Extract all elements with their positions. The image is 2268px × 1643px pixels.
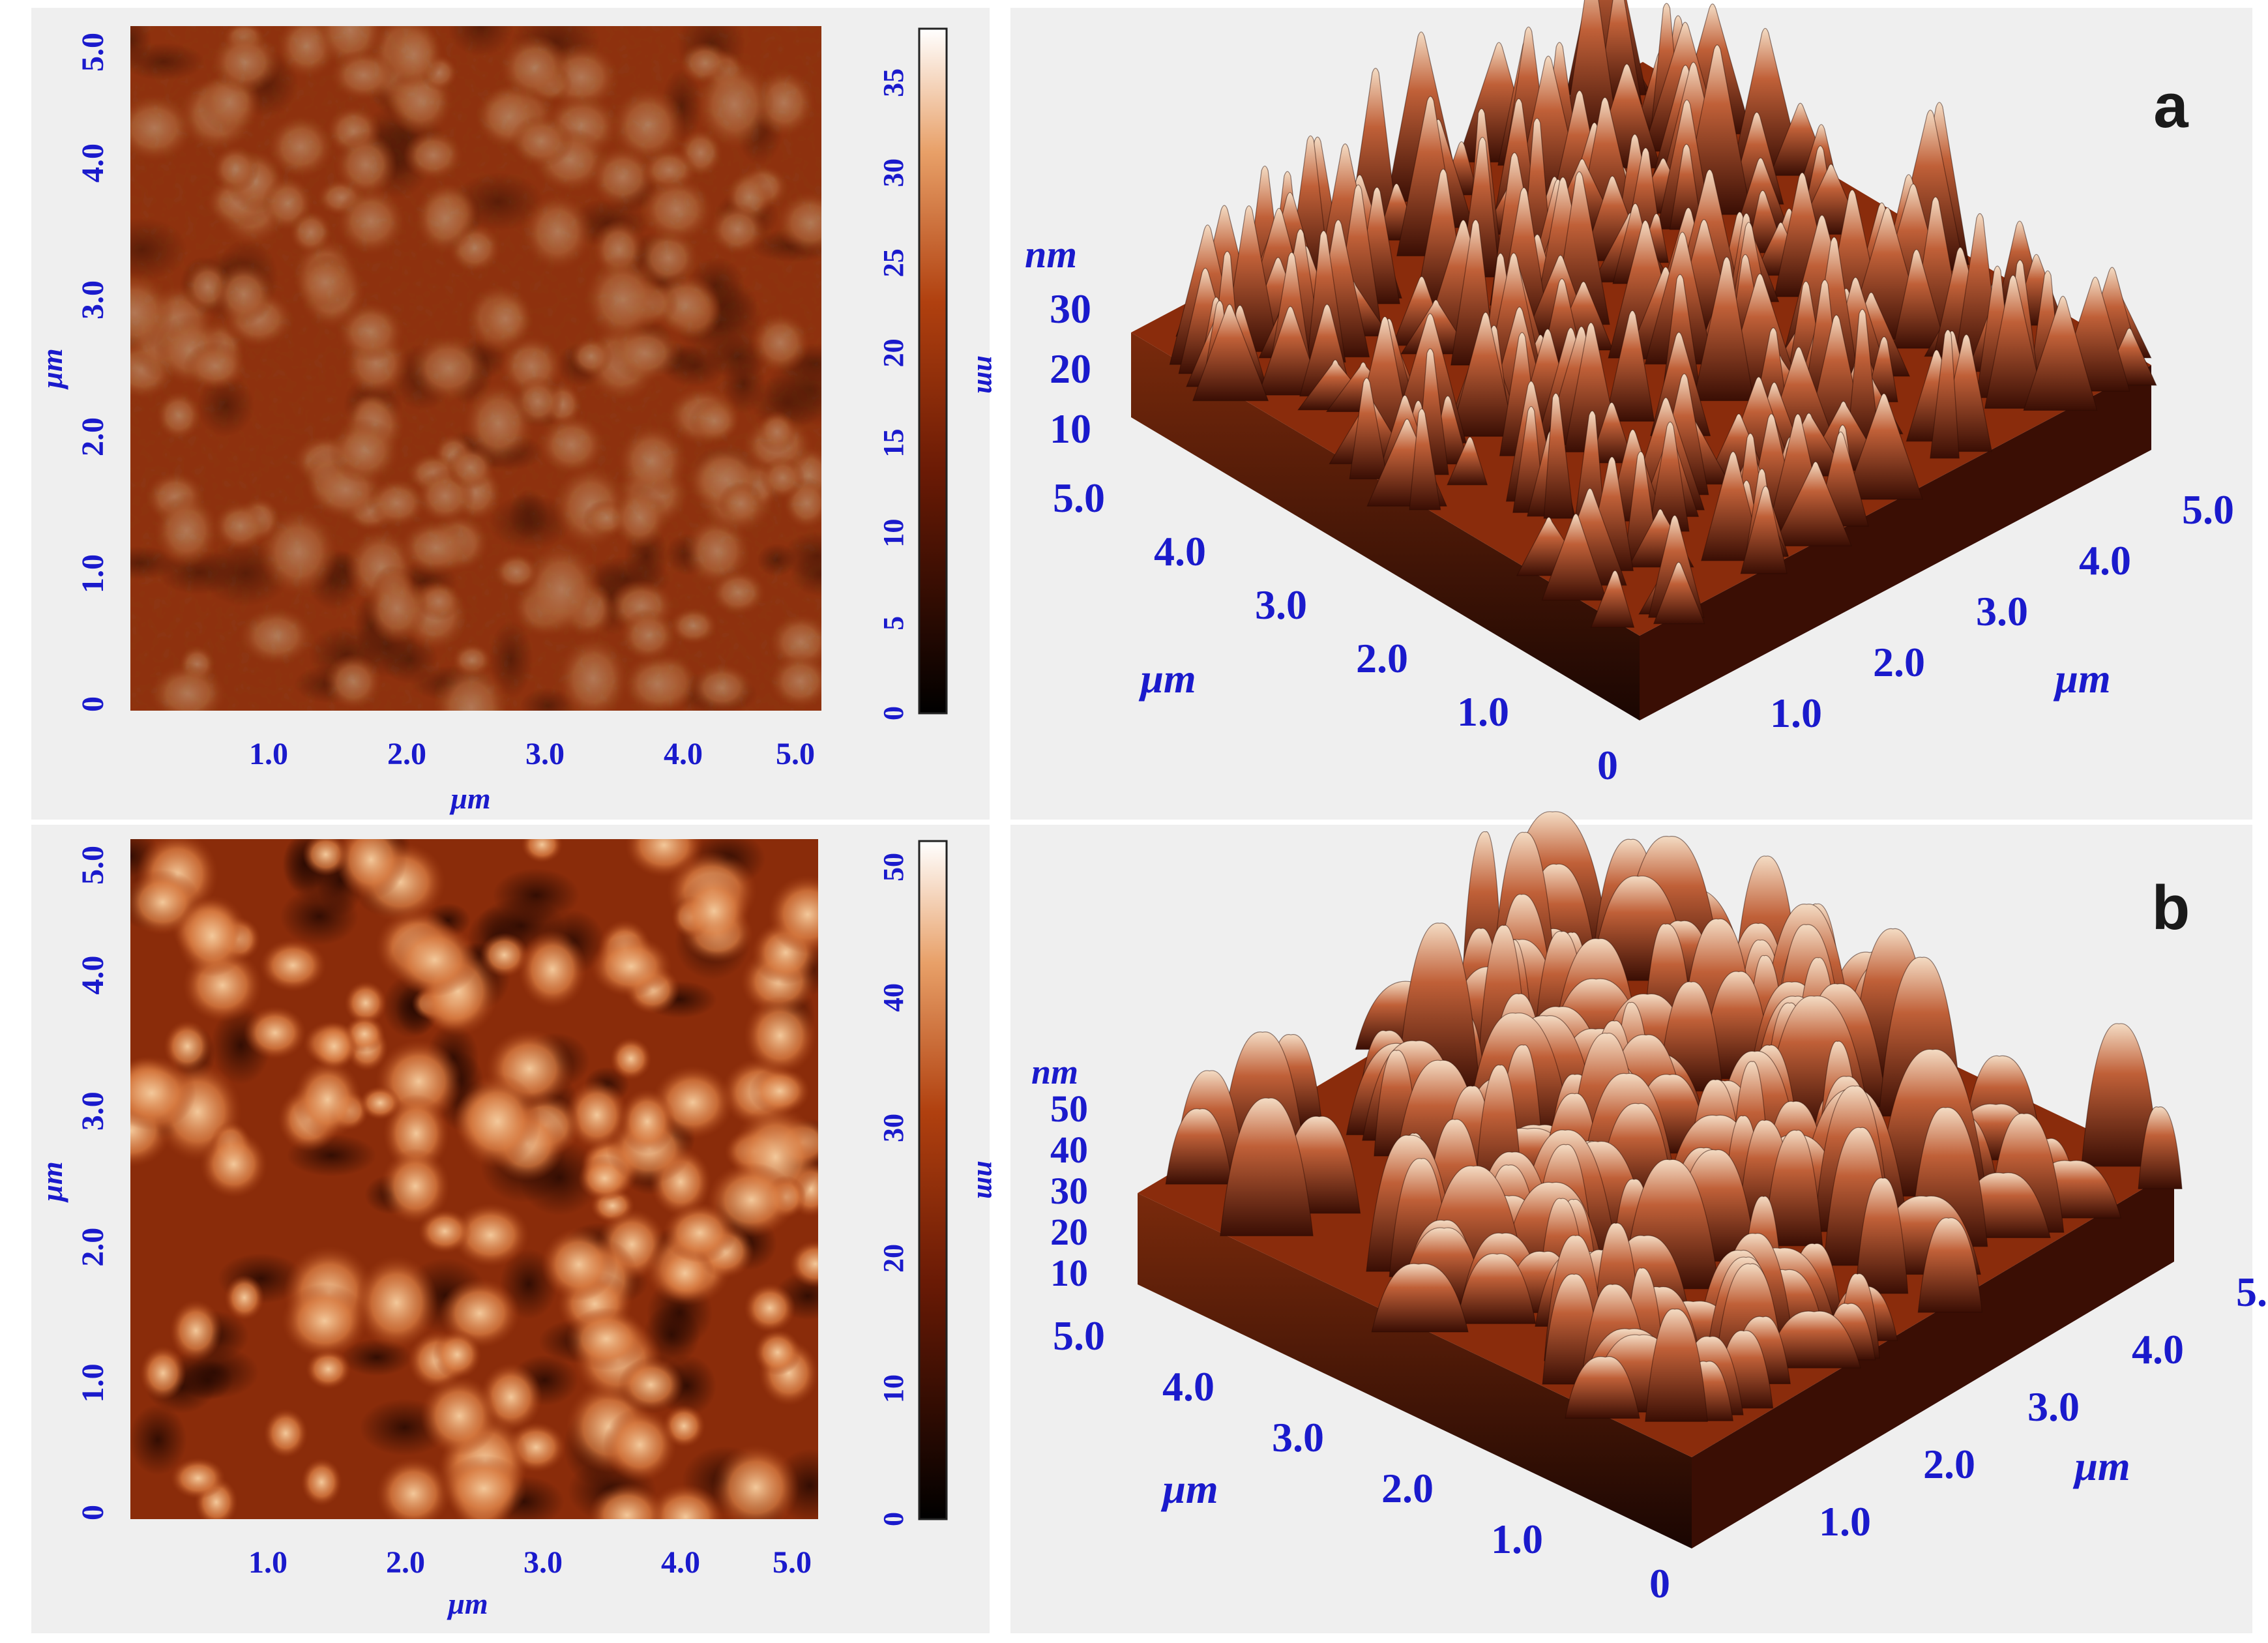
colorbar-tick-label: 30 [877, 158, 909, 187]
x-tick-label: 2.0 [386, 1545, 425, 1580]
z-tick-label: 10 [1050, 406, 1091, 452]
panel-b-colorbar [918, 840, 948, 1520]
y-tick-label: 0 [76, 1505, 110, 1520]
panel-a-3d-surface [1131, 0, 2157, 720]
y-tick-label: 1.0 [76, 1363, 110, 1402]
colorbar-tick-label: 10 [877, 519, 909, 548]
panel-a-colorbar [918, 27, 948, 715]
panel-b-3d-surface [1138, 811, 2183, 1548]
panel-a-3d-left-axis: 5.0 4.0 3.0 2.0 1.0 [1053, 475, 1509, 735]
left-tick-label: 5.0 [1053, 475, 1105, 521]
left-tick-label: 5.0 [1053, 1312, 1105, 1359]
x-tick-label: 2.0 [387, 737, 426, 771]
panel-b-colorbar-ticks: 0 10 20 30 40 50 [877, 853, 909, 1526]
panel-a-label: a [2153, 71, 2188, 141]
colorbar-tick-label: 0 [877, 706, 909, 720]
panel-a-3d-left-unit: μm [1138, 655, 1196, 702]
right-tick-label: 3.0 [1976, 588, 2028, 634]
left-tick-label: 3.0 [1255, 582, 1307, 628]
y-tick-label: 5.0 [76, 33, 110, 72]
colorbar-tick-label: 50 [877, 853, 909, 881]
panel-a-height-map [130, 26, 821, 711]
right-tick-label: 2.0 [1923, 1441, 1975, 1487]
right-tick-label: 4.0 [2132, 1326, 2184, 1372]
x-tick-label: 1.0 [248, 1545, 287, 1580]
y-tick-label: 2.0 [76, 1228, 110, 1267]
right-tick-label: 3.0 [2027, 1384, 2080, 1430]
panel-b-height-map [130, 839, 818, 1519]
right-tick-label: 5.0 [2236, 1269, 2268, 1315]
colorbar-tick-label: 15 [877, 429, 909, 458]
z-tick-label: 50 [1050, 1088, 1088, 1130]
colorbar-tick-label: 35 [877, 68, 909, 97]
left-tick-label: 2.0 [1356, 635, 1408, 681]
left-tick-label: 4.0 [1162, 1363, 1215, 1410]
panel-b-3d-right-unit: μm [2072, 1443, 2130, 1489]
colorbar-tick-label: 5 [877, 616, 909, 630]
colorbar-tick-label: 0 [877, 1512, 909, 1526]
x-tick-label: 3.0 [525, 737, 565, 771]
panel-b-3d-left-unit: μm [1160, 1466, 1218, 1512]
z-tick-label: 20 [1050, 346, 1091, 392]
left-tick-label: 2.0 [1381, 1465, 1434, 1511]
panel-a-3d-right-unit: μm [2053, 655, 2110, 702]
z-tick-label: 40 [1050, 1129, 1088, 1171]
left-tick-label: 1.0 [1457, 688, 1509, 735]
y-tick-label: 5.0 [76, 846, 110, 885]
panel-b-label: b [2152, 873, 2190, 943]
panel-b-2d-y-axis: 0 1.0 2.0 3.0 4.0 5.0 [76, 846, 110, 1520]
colorbar-tick-label: 30 [877, 1114, 909, 1142]
panel-b-2d-y-unit: μm [35, 1161, 68, 1202]
panel-a-2d-x-unit: μm [449, 782, 490, 815]
colorbar-tick-label: 20 [877, 1244, 909, 1273]
panel-a-2d-y-unit: μm [35, 348, 68, 389]
right-tick-label: 1.0 [1770, 690, 1822, 736]
right-tick-label: 1.0 [1819, 1498, 1871, 1545]
y-tick-label: 4.0 [76, 956, 110, 995]
left-tick-label: 1.0 [1491, 1516, 1543, 1562]
y-tick-label: 4.0 [76, 143, 110, 183]
x-tick-label: 4.0 [661, 1545, 700, 1580]
z-tick-label: 20 [1050, 1211, 1088, 1253]
z-tick-label: 30 [1050, 286, 1091, 332]
panel-a-3d-right-axis: 1.0 2.0 3.0 4.0 5.0 [1770, 486, 2234, 736]
panel-a-2d-y-axis: 0 1.0 2.0 3.0 4.0 5.0 [76, 33, 110, 712]
left-tick-label: 4.0 [1154, 528, 1206, 574]
x-tick-label: 5.0 [776, 737, 815, 771]
panel-b-3d-z-unit: nm [1031, 1052, 1078, 1091]
z-tick-label: 30 [1050, 1170, 1088, 1212]
colorbar-tick-label: 20 [877, 338, 909, 367]
y-tick-label: 3.0 [76, 1091, 110, 1131]
z-tick-label: 10 [1050, 1252, 1088, 1294]
panel-a-2d-x-axis: 1.0 2.0 3.0 4.0 5.0 [249, 737, 815, 771]
panel-b-2d-x-unit: μm [447, 1587, 488, 1620]
panel-b-colorbar-unit: nm [971, 1161, 1003, 1200]
y-tick-label: 3.0 [76, 280, 110, 319]
panel-a-colorbar-unit: nm [971, 356, 1003, 394]
panel-b-3d-left-axis: 5.0 4.0 3.0 2.0 1.0 [1053, 1312, 1543, 1562]
panel-a-3d-z-axis: 30 20 10 [1050, 286, 1091, 452]
panel-b-3d-right-axis: 1.0 2.0 3.0 4.0 5.0 [1819, 1269, 2268, 1545]
y-tick-label: 0 [76, 696, 110, 712]
right-tick-label: 2.0 [1873, 639, 1925, 685]
x-tick-label: 3.0 [523, 1545, 563, 1580]
x-tick-label: 1.0 [249, 737, 288, 771]
panel-b-2d-x-axis: 1.0 2.0 3.0 4.0 5.0 [248, 1545, 812, 1580]
y-tick-label: 2.0 [76, 417, 110, 456]
left-tick-label: 3.0 [1272, 1414, 1324, 1460]
colorbar-tick-label: 10 [877, 1374, 909, 1403]
right-tick-label: 5.0 [2182, 486, 2234, 533]
y-tick-label: 1.0 [76, 554, 110, 593]
colorbar-tick-label: 40 [877, 983, 909, 1012]
panel-b-3d-origin: 0 [1649, 1560, 1670, 1606]
panel-a-3d-origin: 0 [1597, 742, 1618, 788]
x-tick-label: 4.0 [664, 737, 703, 771]
panel-a-colorbar-ticks: 0 5 10 15 20 25 30 35 [877, 68, 909, 720]
x-tick-label: 5.0 [773, 1545, 812, 1580]
panel-a-3d-z-unit: nm [1025, 233, 1077, 276]
colorbar-tick-label: 25 [877, 248, 909, 277]
right-tick-label: 4.0 [2079, 537, 2131, 584]
